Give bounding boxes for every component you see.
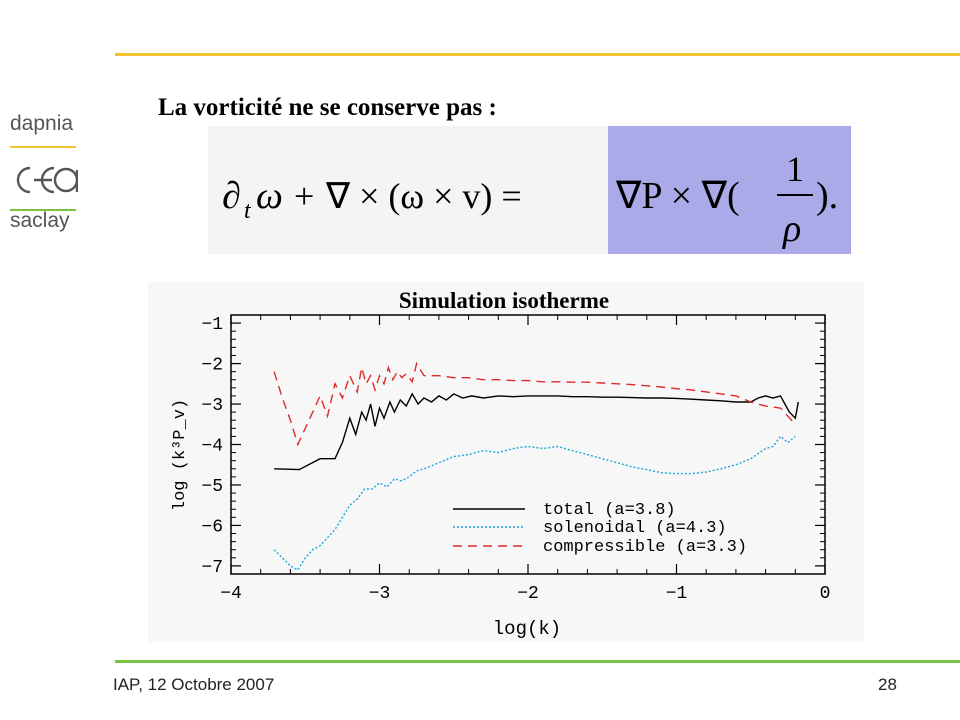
x-tick-label: −2 [517,584,539,604]
legend-label-3: compressible (a=3.3) [543,538,747,557]
footer-event-date: IAP, 12 Octobre 2007 [113,675,275,694]
series-line-1 [274,392,799,471]
x-axis-label: log(k) [493,618,561,640]
y-tick-label: −7 [201,558,223,578]
legend-label-2: solenoidal (a=4.3) [543,519,727,538]
x-tick-label: −3 [369,584,391,604]
bottom-rule [115,660,960,663]
vorticity-equation: ∂ t ω + ∇ × (ω × v) = ∇P × ∇( 1 ρ ). [222,149,838,250]
legend-label-1: total (a=3.8) [543,501,676,520]
plot-frame [230,314,826,575]
eq-fraction-numerator: 1 [786,149,804,189]
power-spectrum-chart: Simulation isotherme −4 −3 −2 −1 0 −1 −2 −3 −4 −5… [171,288,831,640]
y-tick-label: −3 [201,396,223,416]
series-line-3 [273,361,796,447]
y-tick-label: −4 [201,437,223,457]
eq-omega: ω [256,175,283,217]
y-tick-label: −6 [201,517,223,537]
eq-curl-term: ∇ × (ω × v) = [325,176,522,216]
eq-subscript-t: t [244,198,252,224]
x-tick-label: −1 [666,584,688,604]
eq-partial: ∂ [222,175,241,217]
x-tick-label: 0 [820,584,831,604]
eq-close: ). [816,175,838,217]
series-line-2 [273,435,796,571]
y-axis-label: log (k³P_v) [171,399,190,511]
page-number: 28 [878,675,897,694]
logo-dapnia-text: dapnia [10,112,74,135]
y-tick-label: −1 [201,315,223,335]
equation-rhs-highlight [608,126,851,254]
y-tick-label: −2 [201,356,223,376]
top-rule [115,53,960,56]
slide-heading: La vorticité ne se conserve pas : [158,94,497,121]
cea-logo-mark [16,166,78,194]
logo-yellow-line [10,146,76,148]
eq-plus: + [294,176,314,216]
x-tick-label: −4 [220,584,242,604]
logo-saclay-text: saclay [10,209,70,232]
eq-fraction-denominator: ρ [782,208,801,250]
eq-gradP: ∇P × ∇( [615,175,740,217]
plot-panel [148,282,864,642]
y-tick-label: −5 [201,477,223,497]
chart-title: Simulation isotherme [399,288,609,313]
logo-green-line [10,209,76,211]
